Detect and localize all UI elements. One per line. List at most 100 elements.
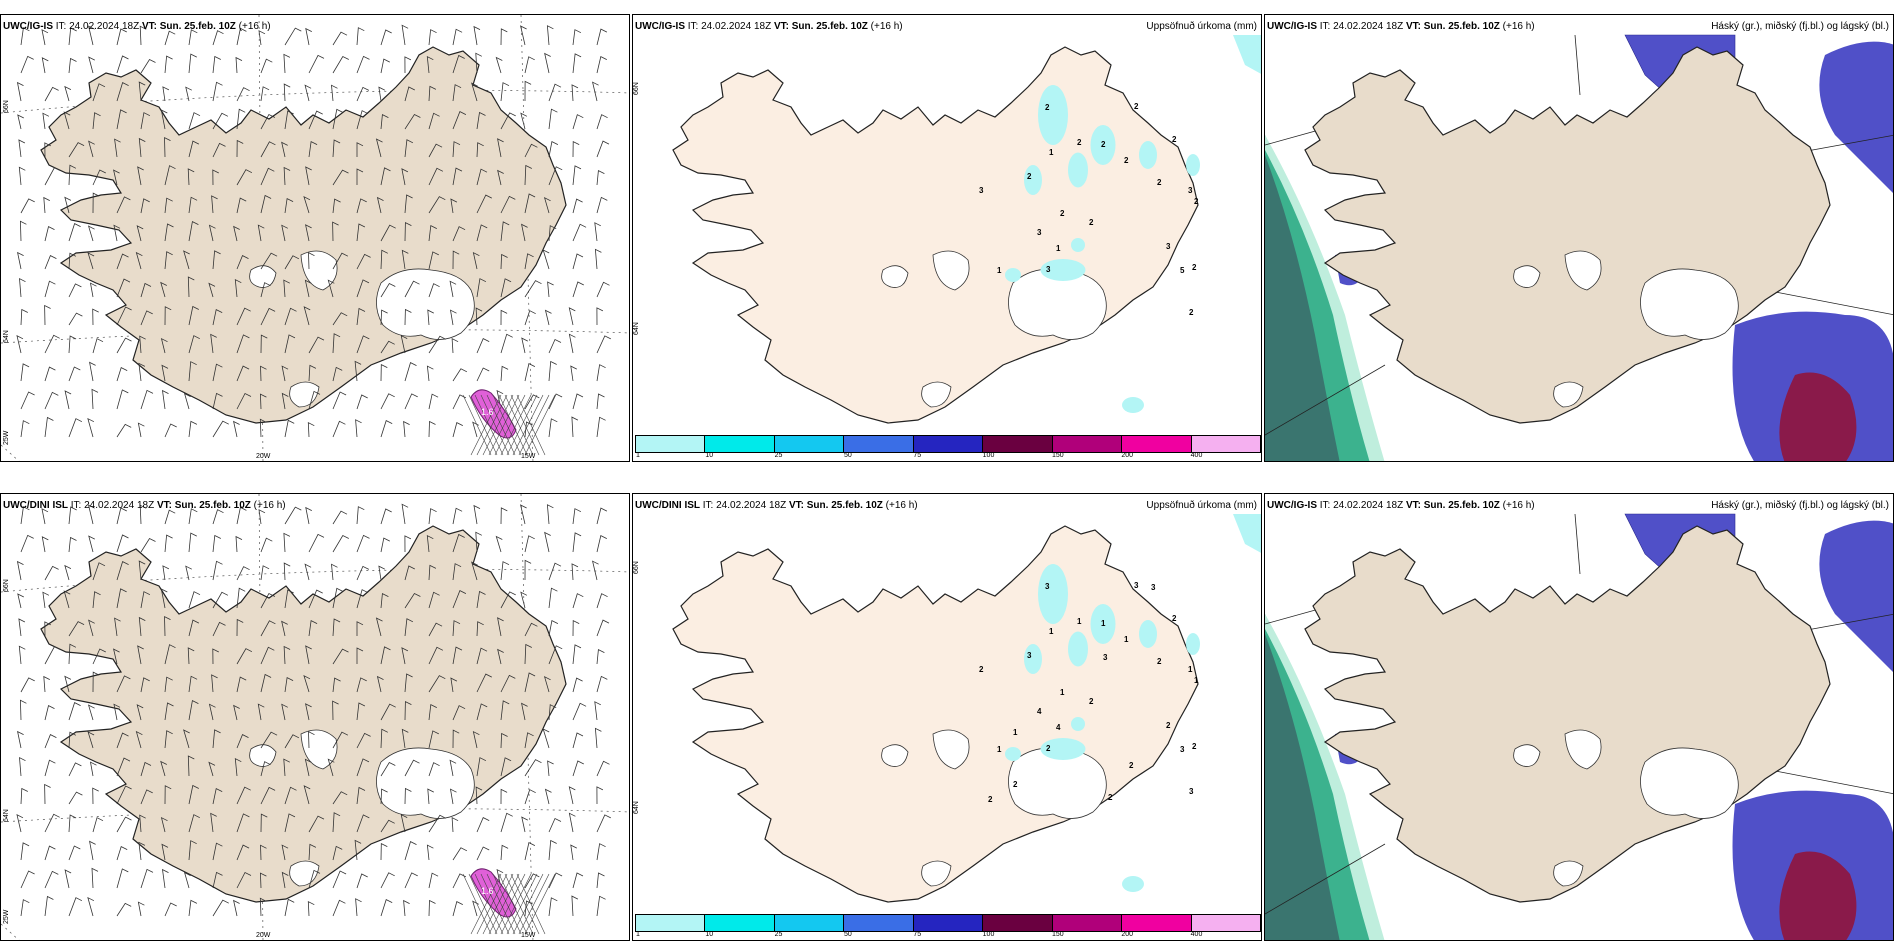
wind-barb <box>87 704 95 721</box>
wind-barb <box>257 224 265 242</box>
wind-barb <box>88 535 95 553</box>
wind-barb <box>260 731 278 749</box>
colorbar-label: 1 <box>636 931 640 938</box>
wind-barb <box>476 168 488 186</box>
wind-barb <box>404 592 421 609</box>
wind-barb <box>572 593 584 609</box>
wind-barb <box>548 897 558 917</box>
wind-barb <box>428 814 447 833</box>
wind-barb <box>428 872 439 889</box>
wind-barb <box>452 646 463 665</box>
precip-area <box>1068 631 1088 667</box>
wind-barb <box>236 813 250 833</box>
wind-barb <box>356 335 370 354</box>
lat-line <box>1 808 629 823</box>
colorbar-swatch <box>983 915 1053 931</box>
wind-barb <box>332 870 347 889</box>
wind-barb <box>327 758 335 777</box>
wind-barb <box>356 647 364 664</box>
wind-barb <box>283 83 291 102</box>
wind-barb <box>16 814 24 833</box>
wind-barb <box>546 504 554 525</box>
wind-barb <box>68 643 77 665</box>
panel-wind-top: UWC/IG-IS IT: 24.02.2024 18Z VT: Sun. 25… <box>0 14 630 462</box>
wind-barb <box>63 590 71 609</box>
wind-barb <box>380 224 396 242</box>
lon-label-15w: 15W <box>521 453 536 460</box>
wind-barb <box>332 791 348 805</box>
wind-barb <box>427 788 434 805</box>
wind-barb <box>68 731 77 749</box>
wind-barb <box>544 788 552 805</box>
wind-barb <box>42 591 50 609</box>
wind-barb <box>596 872 605 889</box>
wind-barb <box>495 56 503 74</box>
glacier <box>932 729 970 770</box>
wind-barb <box>19 220 27 242</box>
wind-barb <box>404 618 414 637</box>
wind-barb <box>281 141 288 158</box>
wind-barb <box>212 169 219 186</box>
wind-barb <box>284 419 295 438</box>
hatch-line <box>494 873 526 935</box>
wind-barb <box>92 169 106 186</box>
wind-barb <box>283 53 291 74</box>
wind-barb <box>354 360 362 382</box>
wind-barb <box>356 223 366 242</box>
wind-barb <box>160 816 168 833</box>
wind-barb <box>92 338 104 354</box>
wind-barb <box>332 252 349 270</box>
wind-barb <box>428 112 440 130</box>
colorbar-swatch <box>844 915 914 931</box>
wind-barb <box>452 226 466 242</box>
precip-value: 2 <box>1192 742 1197 751</box>
wind-barb <box>544 309 552 326</box>
hatch-line <box>518 873 550 935</box>
wind-max-area: 1.6 <box>462 389 556 456</box>
wind-barb <box>260 592 276 609</box>
wind-barb <box>116 55 129 74</box>
wind-barb <box>89 282 97 298</box>
wind-barb <box>68 791 83 805</box>
wind-barb <box>140 389 154 410</box>
wind-barb <box>43 196 50 214</box>
wind-barb <box>449 309 457 326</box>
wind-barb <box>188 335 200 354</box>
wind-barb <box>116 785 132 805</box>
hatch-line <box>500 873 532 935</box>
wind-barb <box>500 812 513 833</box>
wind-barb <box>116 902 132 917</box>
wind-barb <box>404 841 417 861</box>
wind-barb <box>475 531 482 553</box>
wind-barb <box>44 895 54 917</box>
wind-barb <box>380 728 388 749</box>
wind-barb <box>138 137 146 158</box>
wind-barb <box>543 197 551 214</box>
wind-barb <box>596 675 608 693</box>
wind-barb <box>428 762 440 777</box>
wind-barb <box>524 143 538 158</box>
wind-barb <box>500 253 508 270</box>
hatch-line <box>488 394 520 456</box>
wind-barb <box>44 734 57 749</box>
wind-barb <box>596 335 611 354</box>
wind-barb <box>404 759 420 777</box>
lat-label-64n: 64N <box>633 322 640 335</box>
wind-barb <box>520 25 527 46</box>
wind-barb <box>260 194 272 214</box>
wind-barb <box>356 534 370 553</box>
wind-barb <box>68 366 81 382</box>
lon-line <box>1 444 20 461</box>
precip-value: 1 <box>1056 244 1061 253</box>
precip-value: 3 <box>979 186 984 195</box>
wind-barb <box>596 169 605 186</box>
wind-barb <box>236 27 247 46</box>
wind-barb <box>89 761 97 777</box>
wind-barb <box>187 647 195 665</box>
wind-barb <box>44 621 51 637</box>
glacier <box>376 268 475 340</box>
wind-barb <box>116 675 131 693</box>
wind-barb <box>500 333 513 354</box>
wind-barb <box>236 197 247 214</box>
wind-barb <box>164 55 173 74</box>
